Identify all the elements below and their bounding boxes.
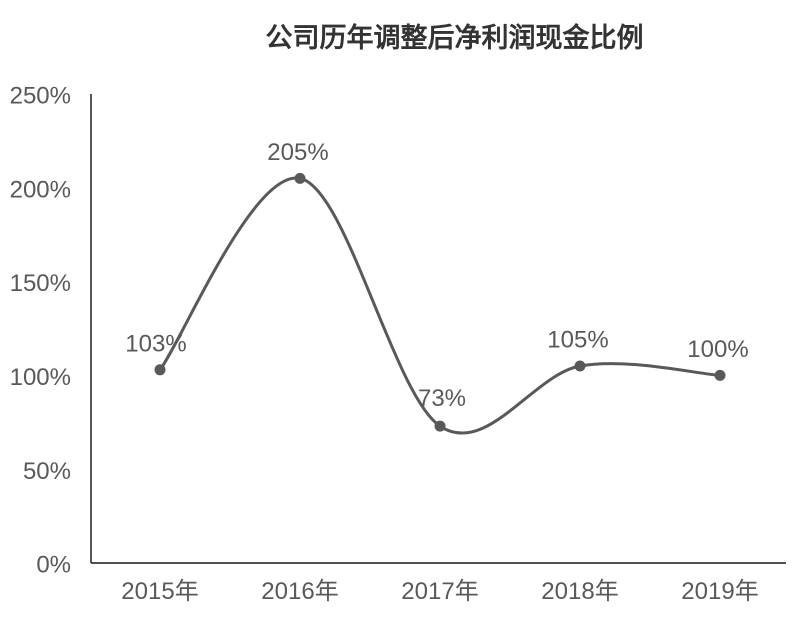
svg-text:100%: 100%	[10, 364, 71, 391]
svg-text:2018年: 2018年	[541, 578, 618, 605]
svg-text:50%: 50%	[23, 458, 71, 485]
svg-text:105%: 105%	[547, 327, 608, 354]
svg-text:2017年: 2017年	[401, 578, 478, 605]
svg-text:150%: 150%	[10, 270, 71, 297]
svg-text:0%: 0%	[36, 552, 71, 579]
svg-text:2019年: 2019年	[681, 578, 758, 605]
svg-text:200%: 200%	[10, 176, 71, 203]
svg-text:2016年: 2016年	[261, 578, 338, 605]
svg-text:100%: 100%	[687, 336, 748, 363]
svg-text:73%: 73%	[418, 385, 466, 412]
svg-text:205%: 205%	[267, 139, 328, 166]
svg-text:103%: 103%	[125, 330, 186, 357]
svg-text:250%: 250%	[10, 83, 71, 110]
svg-text:2015年: 2015年	[121, 578, 198, 605]
